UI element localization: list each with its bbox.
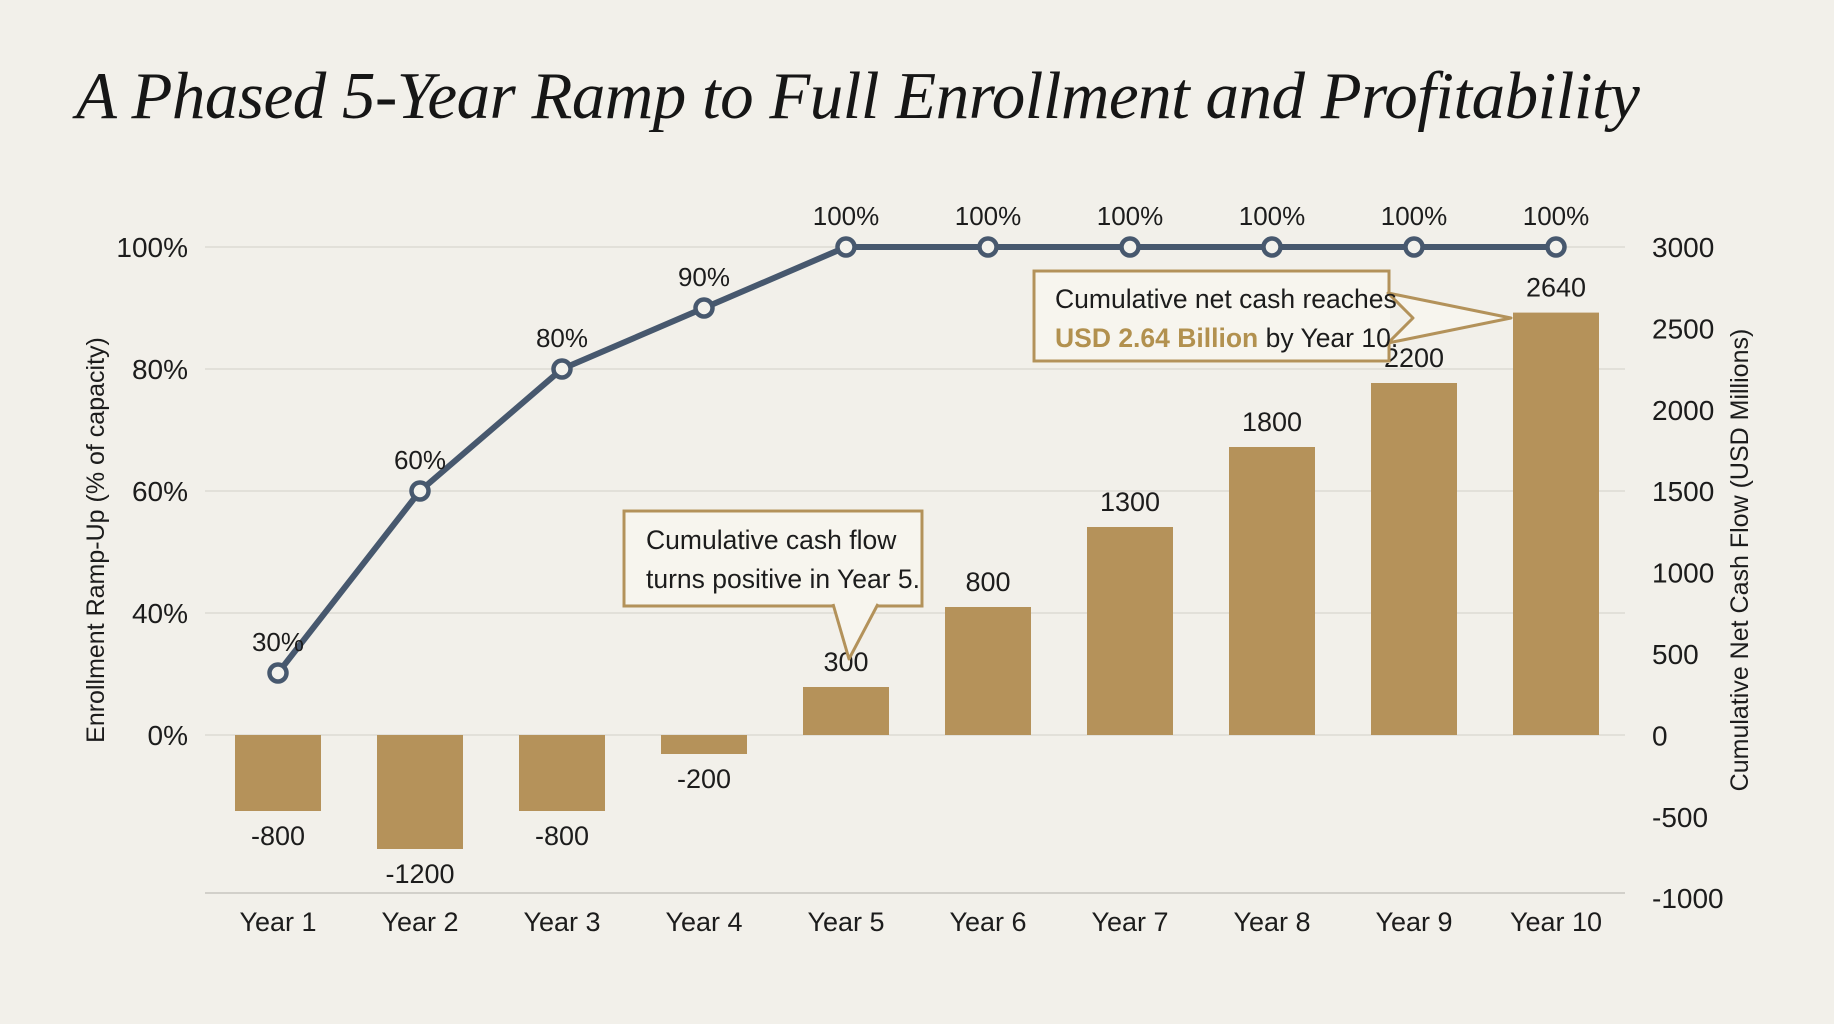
left-axis-tick: 80%: [132, 354, 188, 385]
line-point-label: 100%: [1239, 201, 1306, 231]
x-axis-label-year-5: Year 5: [807, 907, 884, 937]
bar-value-label: 2200: [1384, 343, 1444, 373]
bar-value-label: -800: [535, 821, 589, 851]
x-axis-label-year-7: Year 7: [1091, 907, 1168, 937]
bar-year-4: [661, 735, 747, 754]
bar-year-3: [519, 735, 605, 811]
line-point-label: 100%: [955, 201, 1022, 231]
line-point-year-7: [1119, 236, 1141, 258]
right-axis-tick: 2500: [1652, 313, 1714, 344]
x-axis-label-year-8: Year 8: [1233, 907, 1310, 937]
x-axis-label-year-9: Year 9: [1375, 907, 1452, 937]
bar-year-6: [945, 607, 1031, 735]
callout-positive-tail: [831, 603, 880, 661]
callout-total-line1: Cumulative net cash reaches: [1055, 284, 1397, 314]
right-axis-tick: -1000: [1652, 883, 1724, 914]
line-point-label: 100%: [813, 201, 880, 231]
x-axis-label-year-2: Year 2: [381, 907, 458, 937]
right-axis-tick: 0: [1652, 720, 1668, 751]
left-axis-title: Enrollment Ramp-Up (% of capacity): [82, 337, 110, 743]
callout-positive-line1: Cumulative cash flow: [646, 525, 897, 555]
line-point-label: 80%: [536, 323, 588, 353]
line-point-label: 100%: [1523, 201, 1590, 231]
right-axis-tick: 1500: [1652, 476, 1714, 507]
bar-value-label: 1300: [1100, 487, 1160, 517]
left-axis-tick: 60%: [132, 476, 188, 507]
line-point-year-9: [1403, 236, 1425, 258]
line-point-year-8: [1261, 236, 1283, 258]
bar-value-label: 1800: [1242, 407, 1302, 437]
callout-total-arrow: [1386, 291, 1513, 345]
bar-year-2: [377, 735, 463, 849]
bar-value-label: 800: [965, 567, 1010, 597]
right-axis-tick: 1000: [1652, 558, 1714, 589]
line-point-year-4: [693, 297, 715, 319]
bar-value-label: 2640: [1526, 273, 1586, 303]
line-point-label: 60%: [394, 445, 446, 475]
callout-total-line2: USD 2.64 Billion by Year 10.: [1055, 323, 1398, 353]
x-axis-label-year-4: Year 4: [665, 907, 742, 937]
x-axis-label-year-3: Year 3: [523, 907, 600, 937]
line-point-label: 30%: [252, 627, 304, 657]
bar-year-5: [803, 687, 889, 735]
callout-total-border: [1032, 269, 1391, 363]
line-point-label: 100%: [1381, 201, 1448, 231]
left-axis-tick: 40%: [132, 598, 188, 629]
line-point-year-10: [1545, 236, 1567, 258]
line-point-year-6: [977, 236, 999, 258]
bar-year-8: [1229, 447, 1315, 735]
bar-value-label: -800: [251, 821, 305, 851]
left-axis-tick: 0%: [148, 720, 188, 751]
line-point-year-3: [551, 358, 573, 380]
x-axis-label-year-10: Year 10: [1510, 907, 1602, 937]
callout-positive-line2: turns positive in Year 5.: [646, 564, 920, 594]
callout-positive-box: [622, 509, 924, 604]
chart-title: A Phased 5-Year Ramp to Full Enrollment …: [76, 59, 1640, 133]
left-axis-tick: 100%: [116, 232, 188, 263]
x-axis-label-year-6: Year 6: [949, 907, 1026, 937]
line-point-label: 90%: [678, 262, 730, 292]
bar-value-label: -200: [677, 764, 731, 794]
bar-year-1: [235, 735, 321, 811]
right-axis-title: Cumulative Net Cash Flow (USD Millions): [1726, 329, 1754, 792]
enrollment-line: [275, 244, 1559, 676]
bar-year-10: [1513, 312, 1599, 735]
callout-positive-border: [622, 509, 924, 608]
line-point-year-5: [835, 236, 857, 258]
x-axis-label-year-1: Year 1: [239, 907, 316, 937]
right-axis-tick: 3000: [1652, 232, 1714, 263]
right-axis-tick: 2000: [1652, 395, 1714, 426]
right-axis-tick: 500: [1652, 639, 1699, 670]
line-point-year-2: [409, 480, 431, 502]
line-point-label: 100%: [1097, 201, 1164, 231]
right-axis-tick: -500: [1652, 802, 1708, 833]
bar-value-label: -1200: [385, 859, 454, 889]
line-point-year-1: [267, 662, 289, 684]
bar-year-9: [1371, 383, 1457, 735]
callout-total-box: [1032, 269, 1390, 363]
bar-year-7: [1087, 527, 1173, 735]
